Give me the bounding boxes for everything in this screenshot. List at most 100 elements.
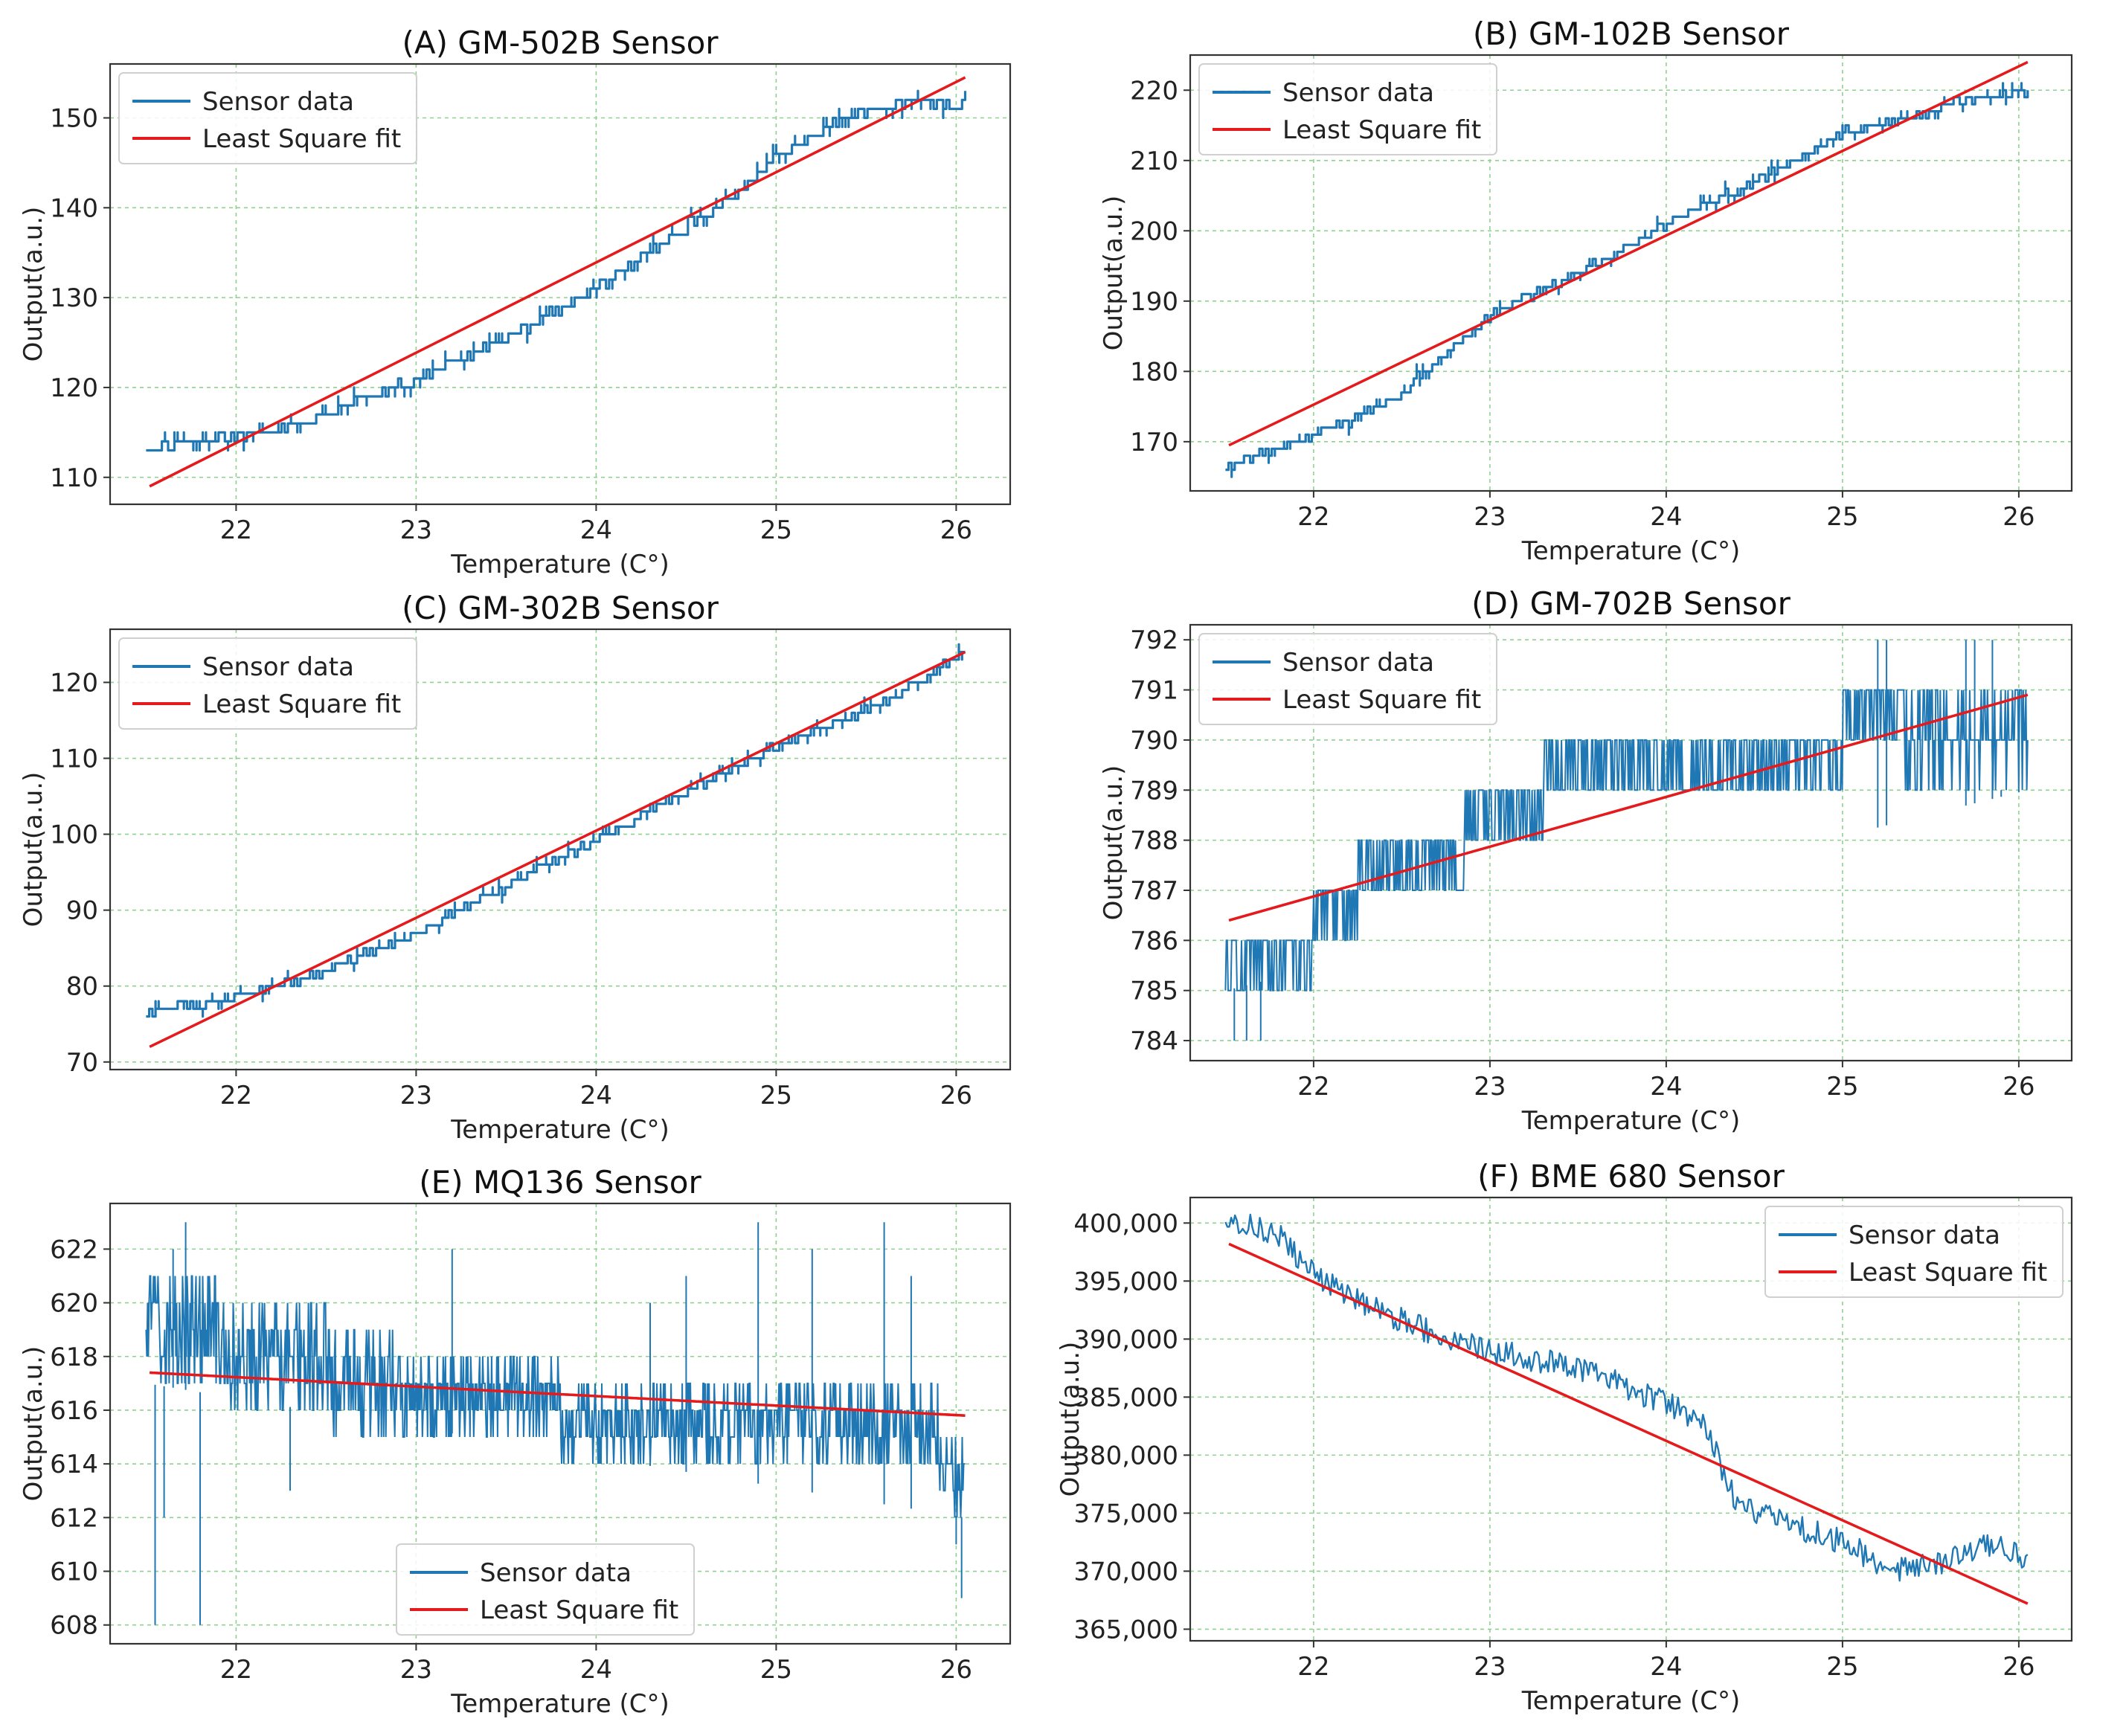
legend-label: Sensor data bbox=[1849, 1221, 2000, 1250]
legend-label: Least Square fit bbox=[202, 689, 401, 719]
y-tick-label: 390,000 bbox=[1073, 1325, 1178, 1354]
y-tick-label: 120 bbox=[50, 668, 98, 698]
y-tick-label: 120 bbox=[50, 373, 98, 403]
chart-panel-2: 22 23 24 25 26 170 180 190 200 210 220 (B) GM-102B … bbox=[1099, 16, 2073, 566]
y-tick-label: 130 bbox=[50, 283, 98, 313]
x-axis-label: Temperature (C°) bbox=[450, 550, 669, 579]
fit-line-overlay bbox=[1228, 1242, 2029, 1605]
plot-frame bbox=[1189, 1196, 2073, 1642]
y-tick-label: 787 bbox=[1130, 876, 1178, 906]
plot-frame bbox=[109, 62, 1012, 506]
x-tick-label: 22 bbox=[1297, 1652, 1329, 1682]
x-axis-label: Temperature (C°) bbox=[450, 1115, 669, 1145]
chart-title: (E) MQ136 Sensor bbox=[419, 1164, 701, 1200]
x-tick-label: 25 bbox=[1826, 1652, 1858, 1682]
legend-box bbox=[118, 72, 417, 164]
legend: Sensor data Least Square fit bbox=[396, 1543, 695, 1636]
y-tick-label: 80 bbox=[66, 972, 98, 1002]
sensor-data-line bbox=[1224, 640, 2029, 1041]
legend-label: Sensor data bbox=[480, 1558, 632, 1588]
y-tick-label: 786 bbox=[1130, 926, 1178, 956]
fit-line-overlay bbox=[149, 76, 966, 488]
y-axis-label: Output(a.u.) bbox=[19, 772, 48, 928]
plot-frame bbox=[109, 628, 1012, 1071]
legend-label: Sensor data bbox=[202, 87, 354, 117]
y-tick-label: 614 bbox=[50, 1450, 98, 1479]
x-axis-label: Temperature (C°) bbox=[1521, 1686, 1740, 1716]
legend: Sensor data Least Square fit bbox=[1764, 1206, 2064, 1298]
y-tick-label: 608 bbox=[50, 1611, 98, 1641]
plot-data-layer bbox=[1224, 1213, 2029, 1605]
chart-panel-5: 22 23 24 25 26 608 610 612 614 616 618 620 622 (E) MQ… bbox=[19, 1164, 1012, 1719]
y-tick-label: 210 bbox=[1130, 147, 1178, 176]
x-tick-label: 25 bbox=[760, 515, 792, 545]
chart-title: (A) GM-502B Sensor bbox=[402, 25, 719, 61]
sensor-data-line bbox=[146, 89, 967, 452]
legend-label: Least Square fit bbox=[202, 124, 401, 154]
y-tick-label: 612 bbox=[50, 1503, 98, 1533]
y-tick-label: 385,000 bbox=[1073, 1383, 1178, 1412]
y-axis-label: Output(a.u.) bbox=[1056, 1342, 1085, 1497]
chart-panel-6: 22 23 24 25 26 365,000 370,000 375,000 380,000 38… bbox=[1056, 1158, 2073, 1716]
y-tick-label: 100 bbox=[50, 820, 98, 850]
chart-title: (C) GM-302B Sensor bbox=[402, 590, 719, 626]
x-tick-label: 25 bbox=[760, 1081, 792, 1110]
x-tick-label: 26 bbox=[2003, 1072, 2035, 1102]
y-tick-label: 90 bbox=[66, 896, 98, 926]
y-axis-label: Output(a.u.) bbox=[1099, 196, 1128, 351]
y-tick-label: 789 bbox=[1130, 776, 1178, 806]
x-tick-label: 26 bbox=[2003, 1652, 2035, 1682]
y-tick-label: 180 bbox=[1130, 357, 1178, 387]
y-tick-label: 395,000 bbox=[1073, 1267, 1178, 1296]
y-tick-label: 220 bbox=[1130, 76, 1178, 106]
legend-box bbox=[118, 637, 417, 730]
x-tick-label: 22 bbox=[220, 515, 252, 545]
plot-data-layer bbox=[146, 643, 966, 1048]
y-tick-label: 110 bbox=[50, 745, 98, 774]
chart-panel-4: 22 23 24 25 26 784 785 786 787 788 789 790 791 792 (D)… bbox=[1099, 585, 2073, 1136]
legend-label: Sensor data bbox=[1282, 648, 1434, 678]
y-tick-label: 400,000 bbox=[1073, 1209, 1178, 1238]
y-tick-label: 788 bbox=[1130, 826, 1178, 856]
legend-label: Least Square fit bbox=[1282, 685, 1481, 715]
y-tick-label: 190 bbox=[1130, 287, 1178, 317]
y-tick-label: 170 bbox=[1130, 428, 1178, 457]
legend: Sensor data Least Square fit bbox=[1198, 63, 1497, 155]
plot-data-layer bbox=[145, 1222, 966, 1625]
x-axis-label: Temperature (C°) bbox=[1521, 536, 1740, 566]
y-tick-label: 791 bbox=[1130, 676, 1178, 706]
y-tick-label: 618 bbox=[50, 1343, 98, 1372]
legend: Sensor data Least Square fit bbox=[1198, 633, 1497, 725]
y-tick-label: 785 bbox=[1130, 977, 1178, 1006]
y-tick-label: 616 bbox=[50, 1396, 98, 1426]
chart-panel-3: 22 23 24 25 26 70 80 90 100 110 120 (C) GM-302B Sen… bbox=[19, 590, 1012, 1145]
legend: Sensor data Least Square fit bbox=[118, 72, 417, 164]
x-tick-label: 23 bbox=[400, 1081, 432, 1110]
y-tick-label: 150 bbox=[50, 103, 98, 133]
chart-panel-1: 22 23 24 25 26 110 120 130 140 150 (A) GM-502B Sen… bbox=[19, 25, 1012, 579]
x-tick-label: 25 bbox=[760, 1655, 792, 1685]
legend-box bbox=[396, 1543, 695, 1636]
y-tick-label: 610 bbox=[50, 1557, 98, 1587]
fit-line-overlay bbox=[1228, 60, 2029, 447]
x-tick-label: 23 bbox=[400, 515, 432, 545]
x-tick-label: 24 bbox=[580, 515, 612, 545]
x-tick-label: 25 bbox=[1826, 1072, 1858, 1102]
legend-label: Sensor data bbox=[1282, 78, 1434, 108]
y-tick-label: 380,000 bbox=[1073, 1441, 1178, 1470]
sensor-data-line bbox=[1224, 1213, 2029, 1582]
legend-label: Least Square fit bbox=[480, 1595, 678, 1625]
x-tick-label: 23 bbox=[1474, 502, 1506, 532]
x-tick-label: 23 bbox=[1474, 1072, 1506, 1102]
chart-title: (B) GM-102B Sensor bbox=[1473, 16, 1790, 52]
x-tick-label: 26 bbox=[940, 515, 972, 545]
chart-title: (F) BME 680 Sensor bbox=[1477, 1158, 1785, 1195]
fit-line-overlay bbox=[150, 1371, 966, 1417]
y-tick-label: 200 bbox=[1130, 216, 1178, 246]
legend-box bbox=[1198, 633, 1497, 725]
x-tick-label: 24 bbox=[1650, 1072, 1682, 1102]
plot-data-layer bbox=[1225, 60, 2029, 478]
plot-frame bbox=[1189, 623, 2073, 1062]
plot-data-layer bbox=[1224, 640, 2029, 1041]
x-tick-label: 22 bbox=[220, 1081, 252, 1110]
